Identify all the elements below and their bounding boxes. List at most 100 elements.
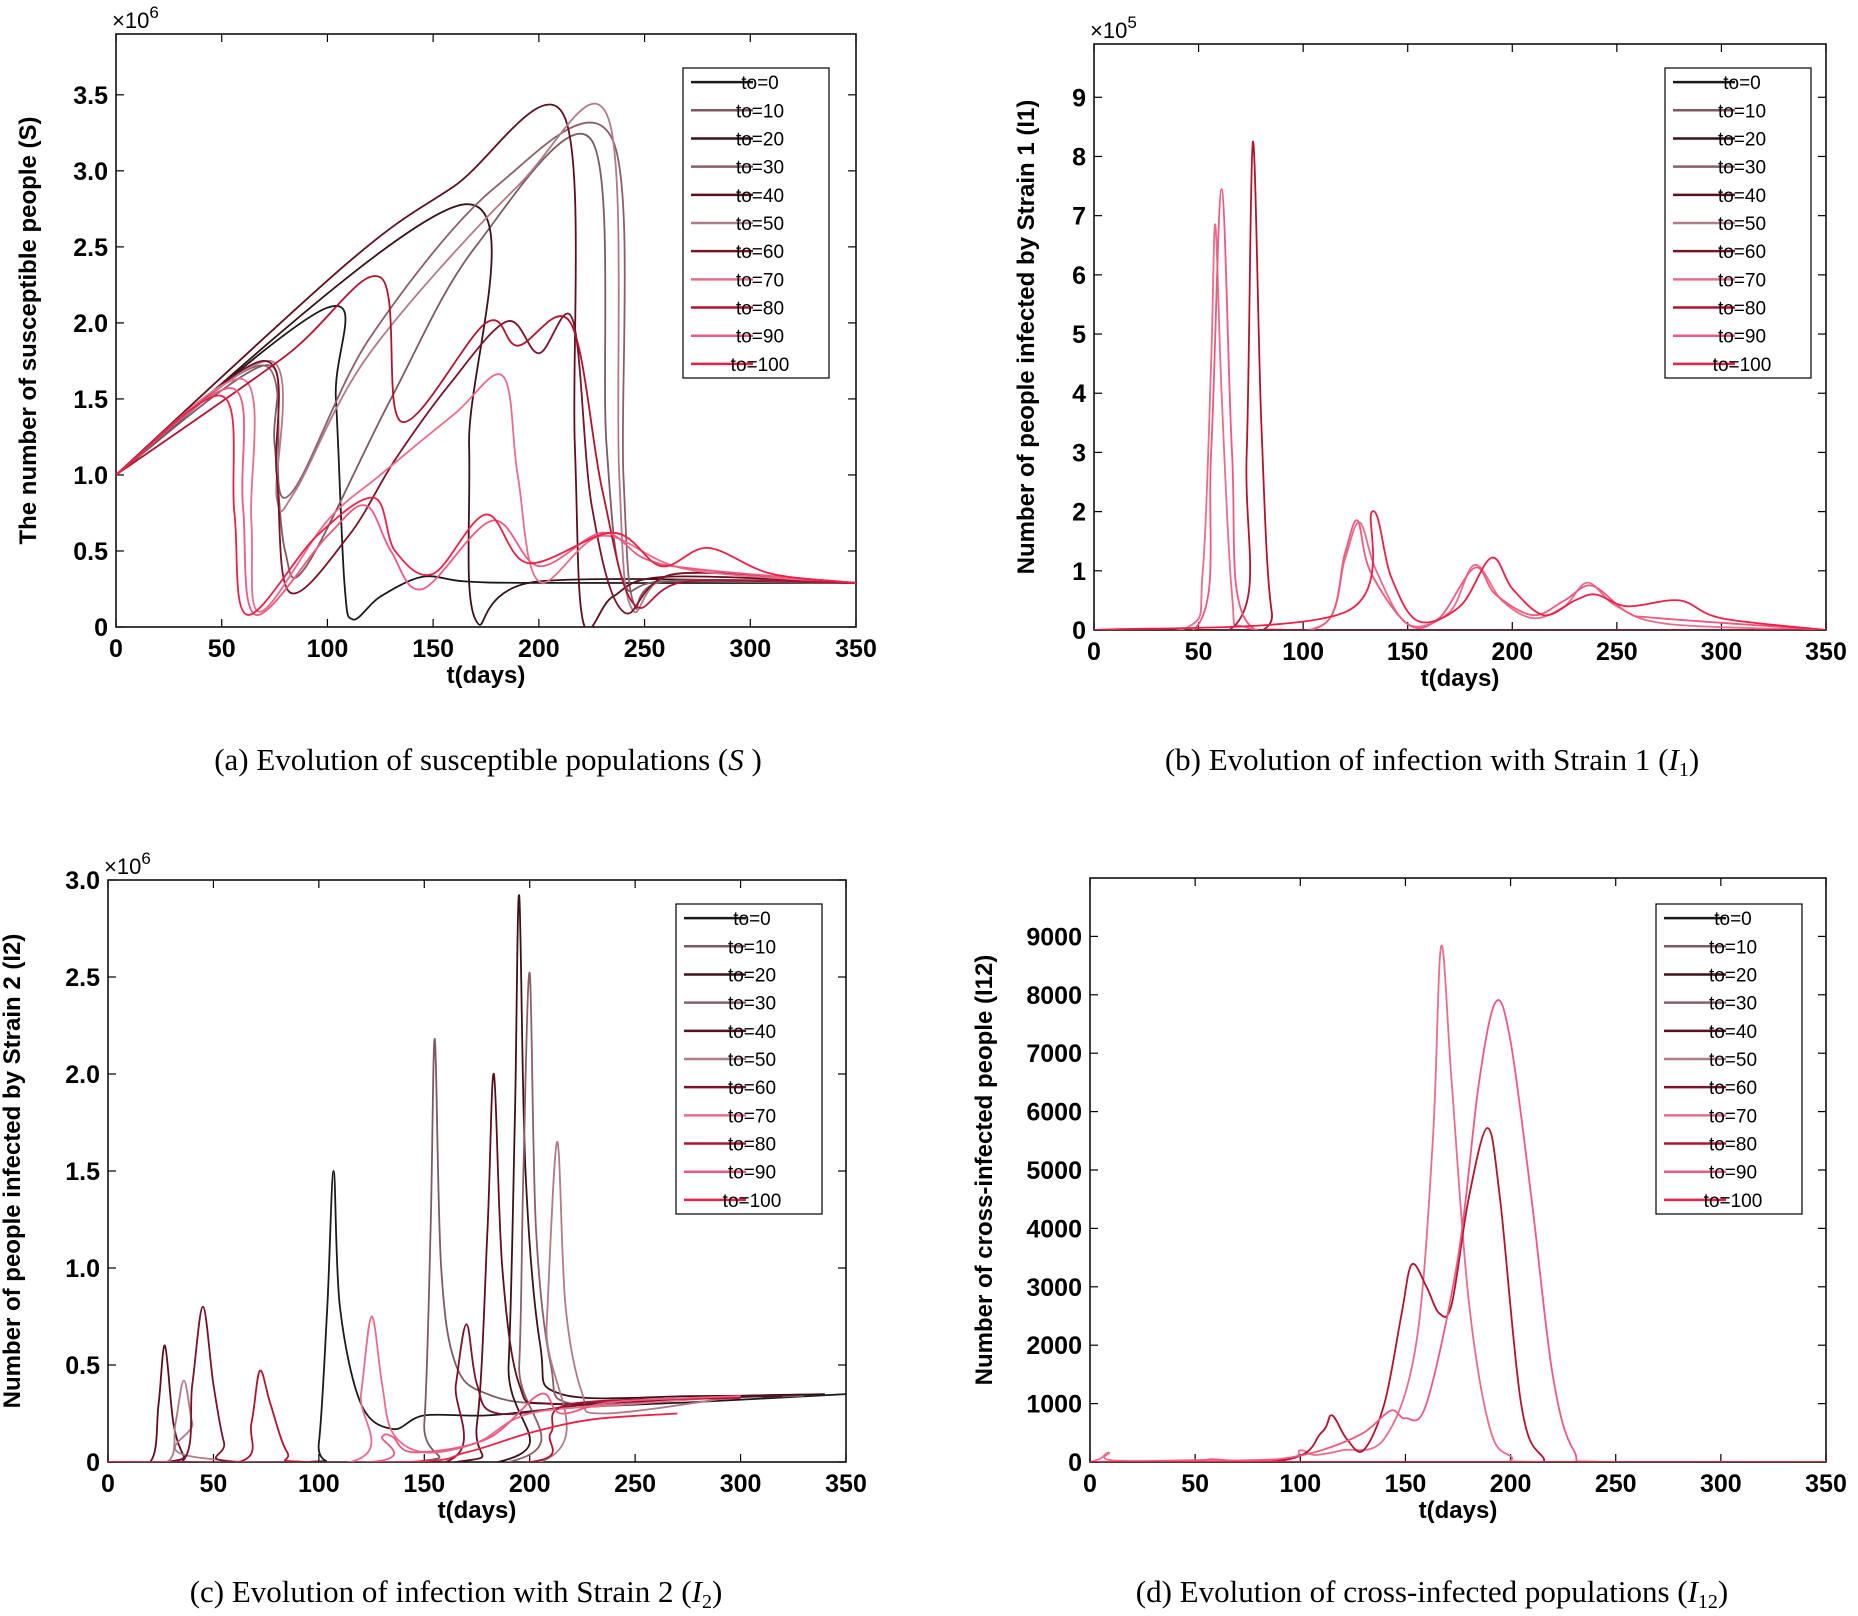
- x-tick-label: 100: [1279, 1470, 1321, 1498]
- series-line-to=100: [1094, 510, 1826, 630]
- legend-label: to=30: [736, 158, 784, 179]
- y-tick-label: 6: [1072, 262, 1086, 290]
- x-tick-label: 0: [1083, 1470, 1097, 1498]
- x-tick-label: 350: [1805, 1470, 1847, 1498]
- legend-label: to=30: [1718, 158, 1766, 179]
- legend-label: to=50: [736, 214, 784, 235]
- y-tick-label: 0: [1068, 1449, 1082, 1477]
- axis-multiplier: ×105: [1090, 13, 1137, 43]
- legend-label: to=80: [736, 299, 784, 320]
- legend-label: to=20: [736, 129, 784, 150]
- y-tick-label: 1.0: [65, 1255, 100, 1283]
- legend-label: to=80: [728, 1135, 776, 1156]
- caption-b: (b) Evolution of infection with Strain 1…: [1165, 742, 1699, 781]
- legend-label: to=0: [741, 73, 779, 94]
- series-line-to=100: [116, 394, 856, 616]
- y-tick-label: 8: [1072, 143, 1086, 171]
- x-tick-label: 200: [1491, 638, 1533, 666]
- caption-a: (a) Evolution of susceptible populations…: [214, 742, 762, 777]
- y-tick-label: 6000: [1026, 1099, 1082, 1127]
- x-tick-label: 200: [509, 1470, 551, 1498]
- legend-label: to=0: [1723, 73, 1761, 94]
- legend-label: to=100: [1704, 1191, 1763, 1212]
- legend-label: to=90: [1718, 327, 1766, 348]
- y-tick-label: 0.5: [65, 1352, 100, 1380]
- y-tick-label: 3000: [1026, 1274, 1082, 1302]
- y-axis-label: Number of cross-infected people (I12): [971, 955, 998, 1386]
- legend-label: to=70: [1709, 1106, 1757, 1127]
- legend-label: to=60: [736, 242, 784, 263]
- legend-label: to=10: [1718, 101, 1766, 122]
- chart-d: 0 50 100 150 200 250 300 350 0 1000 2000 3000 4000 50…: [971, 877, 1847, 1524]
- y-tick-label: 1.5: [73, 386, 108, 414]
- x-tick-label: 50: [1185, 638, 1213, 666]
- x-tick-label: 150: [412, 635, 454, 663]
- legend: to=0 to=10 to=20 to=30 to=40 to=50 to=60 to=70 t…: [682, 67, 830, 379]
- series-line-to=0: [116, 305, 856, 621]
- y-tick-label: 4: [1072, 380, 1086, 408]
- legend-label: to=80: [1709, 1135, 1757, 1156]
- legend-label: to=50: [728, 1050, 776, 1071]
- series-line-to=70: [1094, 223, 1826, 630]
- x-tick-label: 50: [208, 635, 236, 663]
- legend-label: to=60: [1718, 242, 1766, 263]
- legend-label: to=70: [736, 270, 784, 291]
- y-tick-label: 2.0: [65, 1061, 100, 1089]
- x-tick-label: 300: [1700, 1470, 1742, 1498]
- legend-label: to=30: [1709, 994, 1757, 1015]
- series-line-to=80: [116, 275, 856, 609]
- series-line-to=60: [116, 312, 856, 615]
- y-tick-label: 2.5: [73, 234, 108, 262]
- y-tick-label: 5000: [1026, 1157, 1082, 1185]
- x-tick-label: 300: [729, 635, 771, 663]
- legend-label: to=10: [1709, 937, 1757, 958]
- legend-label: to=90: [736, 327, 784, 348]
- caption-d: (d) Evolution of cross-infected populati…: [1136, 1574, 1729, 1613]
- y-tick-label: 3: [1072, 439, 1086, 467]
- x-tick-label: 100: [298, 1470, 340, 1498]
- y-tick-label: 0: [86, 1449, 100, 1477]
- legend-label: to=50: [1718, 214, 1766, 235]
- y-axis-label: Number of people infected by Strain 1 (I…: [1013, 100, 1040, 575]
- legend-label: to=30: [728, 994, 776, 1015]
- series-line-to=70: [108, 1315, 741, 1462]
- x-tick-label: 150: [403, 1470, 445, 1498]
- legend-label: to=100: [723, 1191, 782, 1212]
- legend-label: to=60: [728, 1078, 776, 1099]
- legend-label: to=70: [728, 1106, 776, 1127]
- legend-label: to=0: [733, 909, 771, 930]
- x-axis-label: t(days): [447, 662, 526, 689]
- y-tick-label: 2.0: [73, 310, 108, 338]
- series-line-to=60: [108, 1305, 741, 1462]
- series-line-to=90: [1090, 999, 1826, 1462]
- legend-label: to=20: [1718, 129, 1766, 150]
- x-tick-label: 100: [307, 635, 349, 663]
- y-axis-label: The number of susceptible people (S): [15, 116, 42, 544]
- series-line-to=40: [108, 1073, 783, 1462]
- y-tick-label: 1.5: [65, 1158, 100, 1186]
- chart-a: 0 50 100 150 200 250 300 350 0 0.5 1.0 1.5 2.0 2.5 3.0…: [15, 3, 877, 689]
- series-line-to=80: [108, 1369, 741, 1462]
- legend-label: to=10: [736, 101, 784, 122]
- series-line-to=90: [1094, 188, 1826, 630]
- y-tick-label: 8000: [1026, 982, 1082, 1010]
- legend-label: to=100: [1713, 355, 1772, 376]
- y-tick-label: 0: [1072, 617, 1086, 645]
- y-tick-label: 1000: [1026, 1391, 1082, 1419]
- plot-frame: [115, 33, 857, 628]
- y-tick-label: 9: [1072, 84, 1086, 112]
- series-line-to=100: [108, 1412, 678, 1462]
- legend-label: to=20: [728, 965, 776, 986]
- x-tick-label: 300: [1701, 638, 1743, 666]
- x-tick-label: 250: [1596, 638, 1638, 666]
- legend: to=0 to=10 to=20 to=30 to=40 to=50 to=60 to=70 t…: [1664, 67, 1812, 379]
- legend-label: to=60: [1709, 1078, 1757, 1099]
- y-tick-label: 9000: [1026, 923, 1082, 951]
- y-tick-label: 1: [1072, 558, 1086, 586]
- legend-label: to=90: [1709, 1163, 1757, 1184]
- legend-label: to=20: [1709, 965, 1757, 986]
- series-line-to=90: [116, 387, 856, 616]
- x-tick-label: 250: [614, 1470, 656, 1498]
- legend-label: to=40: [1709, 1022, 1757, 1043]
- x-tick-label: 0: [1087, 638, 1101, 666]
